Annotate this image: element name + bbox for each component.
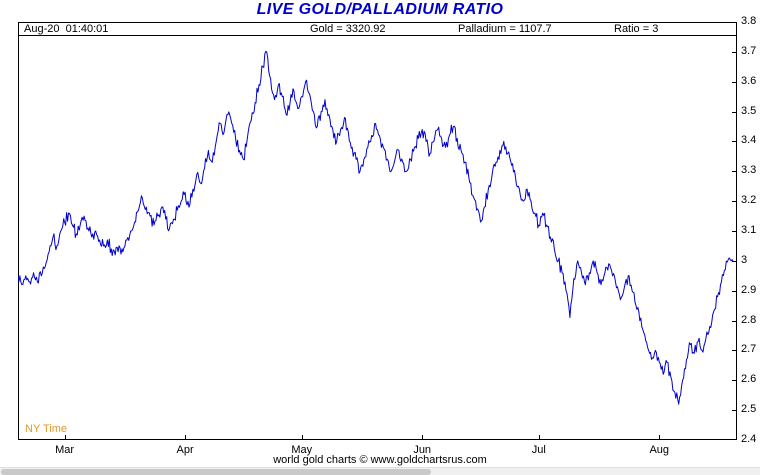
horizontal-scrollbar[interactable] xyxy=(0,467,760,475)
scrollbar-thumb[interactable] xyxy=(1,469,431,475)
y-axis: 3.8 3.7 3.6 3.5 3.4 3.3 3.2 3.1 3 2.9 2.8 2.7 2.6 2.5… xyxy=(741,0,760,460)
ratio-quote-label: Ratio = 3 xyxy=(614,23,659,35)
ratio-line-chart xyxy=(18,22,737,440)
y-axis-label: 2.4 xyxy=(741,433,757,445)
y-axis-label: 3.8 xyxy=(741,15,757,27)
y-axis-label: 2.9 xyxy=(741,283,757,296)
y-axis-label: 2.8 xyxy=(741,313,757,326)
y-axis-label: 3.6 xyxy=(741,74,757,87)
axis-ticks xyxy=(65,22,737,440)
y-axis-label: 3.3 xyxy=(741,164,757,177)
gold-quote-label: Gold = 3320.92 xyxy=(310,23,386,35)
y-axis-label: 2.5 xyxy=(741,403,757,416)
y-axis-label: 3 xyxy=(741,253,748,266)
x-axis-label: May xyxy=(291,444,313,456)
palladium-quote-label: Palladium = 1107.7 xyxy=(458,23,552,35)
ny-time-label: NY Time xyxy=(25,423,67,435)
x-axis-label: Mar xyxy=(55,444,75,456)
x-axis-label: Jun xyxy=(413,444,432,456)
plot-border xyxy=(18,22,737,440)
x-axis-label: Jul xyxy=(531,444,546,456)
x-axis-label: Aug xyxy=(649,444,670,456)
y-axis-label: 3.4 xyxy=(741,134,757,147)
chart-title: LIVE GOLD/PALLADIUM RATIO xyxy=(256,1,504,18)
x-axis-label: Apr xyxy=(176,444,194,456)
x-axis: Mar Apr May Jun Jul Aug xyxy=(0,444,760,457)
y-axis-label: 2.7 xyxy=(741,343,757,356)
credit-line: world gold charts © www.goldchartsrus.co… xyxy=(273,454,487,466)
y-axis-label: 2.6 xyxy=(741,373,757,386)
y-axis-label: 3.5 xyxy=(741,104,757,117)
plot-area: Aug-20 01:40:01 Gold = 3320.92 Palladium… xyxy=(18,22,737,440)
y-axis-label: 3.7 xyxy=(741,44,757,57)
y-axis-label: 3.1 xyxy=(741,224,757,236)
timestamp-label: Aug-20 01:40:01 xyxy=(24,23,109,35)
y-axis-label: 3.2 xyxy=(741,194,757,207)
ratio-line-series xyxy=(18,50,734,405)
